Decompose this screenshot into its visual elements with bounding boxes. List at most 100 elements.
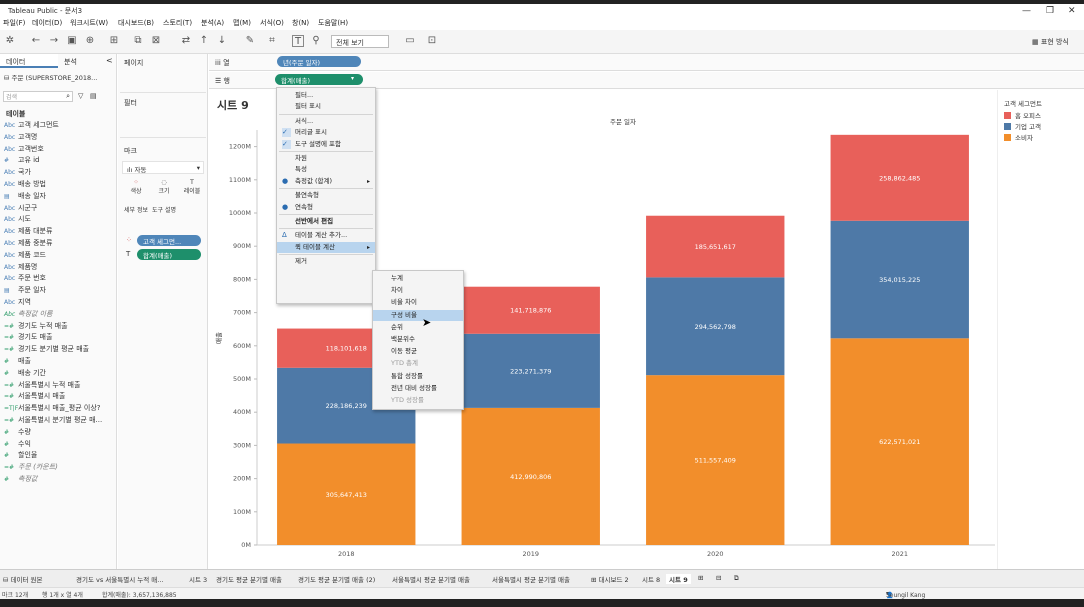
field-search-input[interactable]: 검색 ⌕ [3, 91, 73, 102]
field-item[interactable]: # 측정값 [4, 474, 37, 484]
field-item[interactable]: Abc 주문 번호 [4, 273, 46, 283]
fit-select[interactable]: 전체 보기 [331, 35, 389, 48]
menu-story[interactable]: 스토리(T) [163, 19, 193, 27]
columns-pill-year[interactable]: 년(주문 일자) [277, 56, 361, 67]
mark-pill-sales[interactable]: 합계(매출) [137, 249, 201, 260]
menu-dashboard[interactable]: 대시보드(B) [118, 19, 155, 27]
columns-shelf[interactable]: iii 열 년(주문 일자) [209, 54, 1084, 71]
field-item[interactable]: =# 경기도 분기별 평균 매출 [4, 344, 89, 354]
bar-segment[interactable] [646, 277, 785, 376]
menu-item[interactable]: 퀵 테이블 계산 ▸ [277, 241, 375, 253]
tab-seoul-avg-2[interactable]: 서울특별시 평균 분기별 매출 [492, 576, 570, 584]
tab-sheet-9[interactable]: 시트 9 [666, 574, 691, 584]
tooltip-button[interactable]: 도구 설명 [152, 207, 176, 214]
new-story-tab-icon[interactable]: ⧉ [734, 574, 739, 582]
field-item[interactable]: Abc 시도 [4, 214, 31, 224]
field-item[interactable]: Abc 고객번호 [4, 144, 44, 154]
menu-item[interactable]: 필터 표시 [277, 101, 375, 112]
pill-dropdown-icon[interactable]: ▾ [351, 75, 355, 82]
maximize-button[interactable]: ❐ [1046, 6, 1055, 16]
field-item[interactable]: Abc 고객명 [4, 132, 37, 142]
rows-shelf[interactable]: ☰ 행 합계(매출) ▾ [209, 72, 1084, 89]
menu-item[interactable]: 불연속형 [277, 190, 375, 201]
field-item[interactable]: Abc 시군구 [4, 203, 37, 213]
mark-pill-segment[interactable]: 고객 세그먼... [137, 235, 201, 246]
bar-segment[interactable] [277, 443, 416, 545]
new-sheet-icon[interactable]: ⊞ [109, 35, 119, 46]
label-button[interactable]: T 레이블 [180, 179, 204, 201]
highlight-icon[interactable]: ✎ [245, 35, 255, 46]
field-item[interactable]: =# 경기도 누적 매출 [4, 321, 68, 331]
group-icon[interactable]: ⌗ [269, 35, 275, 46]
sort-desc-icon[interactable]: ↓ [217, 35, 227, 46]
swap-icon[interactable]: ⇄ [181, 35, 191, 46]
field-item[interactable]: =# 주문 (카운트) [4, 462, 58, 472]
menu-item[interactable]: 구성 비율 [373, 309, 463, 321]
menu-item[interactable]: 차이 [373, 285, 463, 296]
field-item[interactable]: Abc 지역 [4, 297, 31, 307]
field-item[interactable]: ▤ 주문 일자 [4, 285, 46, 295]
menu-item[interactable]: 차원 [277, 153, 375, 164]
menu-window[interactable]: 창(N) [292, 19, 310, 27]
legend-item[interactable]: 홈 오피스 [1004, 110, 1041, 120]
tab-sheet-cumulative[interactable]: 경기도 vs 서울특별시 누적 매... [76, 576, 164, 584]
bar-segment[interactable] [646, 375, 785, 545]
field-item[interactable]: # 할인율 [4, 450, 37, 460]
bar-segment[interactable] [830, 220, 969, 339]
filters-shelf[interactable] [120, 110, 206, 138]
menu-item[interactable]: 전년 대비 성장률 [373, 383, 463, 394]
menu-analysis[interactable]: 분석(A) [201, 19, 225, 27]
tab-data[interactable]: 데이터 [0, 54, 58, 68]
legend-item[interactable]: 소비자 [1004, 132, 1033, 142]
menu-item[interactable]: 이동 평균 [373, 346, 463, 357]
redo-icon[interactable]: → [49, 35, 59, 46]
menu-item[interactable]: 비율 차이 [373, 297, 463, 308]
menu-item[interactable]: 제거 [277, 256, 375, 267]
menu-item[interactable]: 누계 [373, 273, 463, 284]
field-item[interactable]: =# 서울특별시 분기별 평균 매... [4, 415, 102, 425]
field-item[interactable]: Abc 국가 [4, 167, 31, 177]
tab-dashboard-2[interactable]: ⊞ 대시보드 2 [591, 574, 629, 584]
tab-sheet-3[interactable]: 시트 3 [189, 576, 208, 584]
field-item[interactable]: # 수익 [4, 439, 31, 449]
size-button[interactable]: ◌ 크기 [152, 179, 176, 201]
field-item[interactable]: =T|F서울특별시 매출_평균 이상? [4, 403, 101, 413]
bar-segment[interactable] [830, 338, 969, 545]
view-options-icon[interactable]: ▤ [90, 92, 97, 100]
menu-item[interactable]: 백분위수 [373, 334, 463, 345]
mark-type-select[interactable]: ılı 자동 ▾ [122, 161, 204, 174]
menu-file[interactable]: 파일(F) [3, 19, 26, 27]
pin-icon[interactable]: ⚲ [312, 35, 320, 46]
field-item[interactable]: # 매출 [4, 356, 31, 366]
tab-sheet-8[interactable]: 시트 8 [642, 576, 661, 584]
duplicate-sheet-icon[interactable]: ⧉ [134, 35, 142, 46]
menu-item[interactable]: ✓ 머리글 표시 [277, 127, 375, 138]
field-item[interactable]: Abc 제품 중분류 [4, 238, 52, 248]
menu-help[interactable]: 도움말(H) [318, 19, 349, 27]
minimize-button[interactable]: — [1022, 6, 1031, 16]
field-item[interactable]: # 수량 [4, 427, 31, 437]
menu-item[interactable]: 필터... [277, 90, 375, 101]
tab-analysis[interactable]: 분석 [64, 58, 77, 66]
datasource-name[interactable]: ⛁ 주문 (SUPERSTORE_2018... [4, 72, 97, 82]
menu-format[interactable]: 서식(O) [260, 19, 284, 27]
menu-item[interactable]: 서식... [277, 116, 375, 127]
field-item[interactable]: =# 경기도 매출 [4, 332, 52, 342]
sort-asc-icon[interactable]: ↑ [199, 35, 209, 46]
clear-sheet-icon[interactable]: ⊠ [151, 35, 161, 46]
field-item[interactable]: Abc 제품 코드 [4, 250, 46, 260]
pages-shelf[interactable] [120, 71, 206, 93]
field-item[interactable]: =# 서울특별시 누적 매출 [4, 380, 80, 390]
bar-segment[interactable] [461, 286, 600, 334]
menu-worksheet[interactable]: 워크시트(W) [70, 19, 109, 27]
bar-segment[interactable] [830, 134, 969, 221]
new-dashboard-tab-icon[interactable]: ⊟ [716, 574, 722, 582]
menu-item[interactable]: 선반에서 편집 [277, 216, 375, 227]
save-icon[interactable]: ▣ [67, 35, 77, 46]
filter-icon[interactable]: ▽ [78, 92, 84, 100]
close-button[interactable]: ✕ [1068, 6, 1076, 16]
field-item[interactable]: # 배송 기간 [4, 368, 46, 378]
field-item[interactable]: Abc 제품 대분류 [4, 226, 52, 236]
color-button[interactable]: ⁘ 색상 [124, 179, 148, 201]
field-item[interactable]: Abc 측정값 이름 [4, 309, 52, 319]
